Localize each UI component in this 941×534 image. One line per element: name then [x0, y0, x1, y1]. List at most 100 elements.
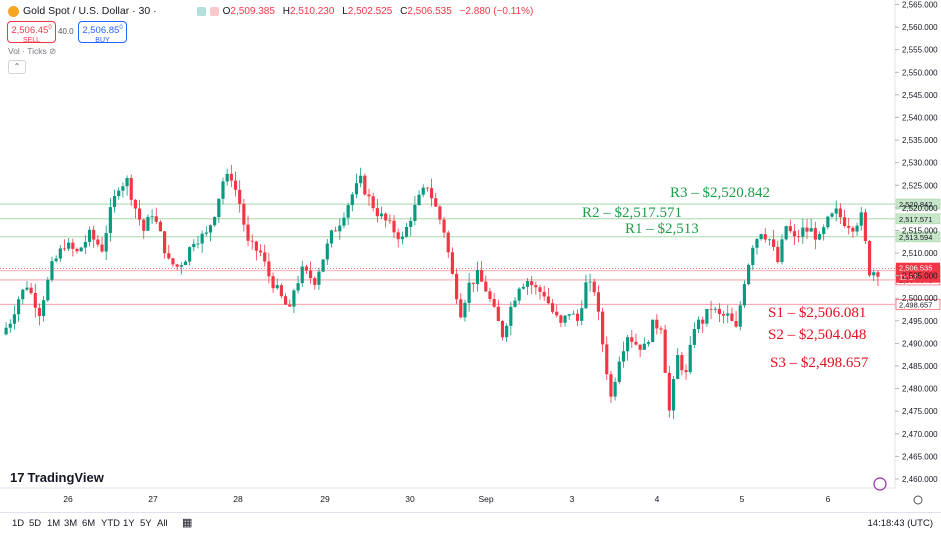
candle-body [92, 229, 96, 240]
time-axis: 26 27 28 29 30 Sep 3 4 5 6 [63, 494, 830, 504]
range-button-6m[interactable]: 6M [82, 518, 96, 529]
price-tick-label: 2,560.000 [902, 23, 938, 32]
time-tick-label: 5 [740, 494, 745, 504]
price-tick-label: 2,515.000 [902, 226, 938, 235]
candle-body [696, 319, 701, 330]
candle-body [705, 308, 709, 324]
candle-body [742, 284, 747, 306]
candle-body [46, 279, 50, 301]
price-tick-label: 2,550.000 [902, 68, 938, 77]
tv-mark-icon: 17 [10, 470, 25, 485]
candle-body [855, 225, 859, 232]
range-button-1y[interactable]: 1Y [123, 518, 135, 529]
candle-body [634, 341, 638, 345]
candle-body [104, 233, 108, 252]
candle-body [275, 285, 279, 289]
volume-indicator-label[interactable]: Vol · Ticks ⊘ [8, 46, 57, 56]
price-tick-label: 2,465.000 [902, 452, 938, 461]
candle-body [638, 344, 642, 350]
price-tick-label: 2,510.000 [902, 249, 938, 258]
clock-readout[interactable]: 14:18:43 (UTC) [867, 518, 933, 529]
candle-body [801, 227, 805, 237]
candle-body [571, 313, 575, 315]
price-tick-label: 2,495.000 [902, 317, 938, 326]
range-button-1d[interactable]: 1D [12, 518, 25, 529]
ohlc-readout: O2,509.385 H2,510.230 L2,502.525 C2,506.… [222, 5, 534, 17]
range-button-5d[interactable]: 5D [29, 518, 42, 529]
price-tick-label: 2,535.000 [902, 136, 938, 145]
candle-body [225, 173, 229, 182]
candle-body [872, 272, 876, 276]
candle-body [384, 213, 388, 221]
candle-body [817, 234, 822, 240]
candle-body [37, 307, 42, 317]
level-axis-value: 2,520.842 [899, 200, 932, 209]
candle-body [238, 189, 242, 204]
candle-body [701, 319, 705, 324]
candle-body [509, 306, 513, 326]
candle-body [254, 241, 258, 251]
candle-body [492, 299, 496, 307]
symbol-title[interactable]: Gold Spot / U.S. Dollar · 30 · [23, 5, 157, 17]
candle-body [667, 372, 671, 411]
candle-body [500, 321, 505, 338]
candle-body [8, 323, 12, 328]
price-tick-label: 2,485.000 [902, 362, 938, 371]
candle-body [167, 253, 171, 259]
time-tick-label: 29 [320, 494, 330, 504]
candle-body [121, 186, 125, 191]
candle-body [488, 291, 492, 300]
candle-body [229, 173, 233, 181]
candle-body [584, 282, 588, 309]
candle-body [221, 181, 225, 199]
price-axis: 2,460.000 2,465.000 2,470.000 2,475.000 2,48… [895, 1, 938, 484]
candle-body [163, 231, 167, 254]
candle-body [304, 266, 309, 271]
candle-body [404, 226, 409, 237]
sell-button[interactable]: 2,506.450 SELL [7, 21, 56, 44]
candle-body [242, 203, 246, 225]
candle-body [421, 187, 425, 195]
calendar-icon[interactable]: ▦ [182, 517, 193, 529]
range-button-1m[interactable]: 1M [47, 518, 61, 529]
candle-body [530, 281, 534, 286]
range-button-3m[interactable]: 3M [64, 518, 78, 529]
buy-button[interactable]: 2,506.850 BUY [78, 21, 127, 44]
candle-body [392, 220, 396, 233]
range-button-ytd[interactable]: YTD [101, 518, 120, 529]
candle-body [409, 220, 413, 227]
candle-body [346, 205, 350, 218]
candle-body [271, 276, 275, 289]
level-label-r2: R2 – $2,517.571 [582, 205, 682, 221]
candle-body [267, 261, 271, 277]
candle-body [400, 236, 404, 240]
candle-body [334, 230, 338, 232]
candle-body [450, 252, 455, 274]
candle-body [388, 220, 392, 222]
level-label-r3: R3 – $2,520.842 [670, 185, 770, 201]
candle-body [751, 247, 755, 265]
candle-body [150, 216, 154, 218]
price-tick-label: 2,525.000 [902, 181, 938, 190]
current-price-value: 2,506.535 [899, 264, 932, 273]
candle-body [279, 285, 283, 297]
candle-body [842, 217, 847, 226]
candle-body [609, 374, 613, 397]
candle-body [367, 194, 371, 197]
candle-body [258, 250, 263, 253]
price-tick-label: 2,480.000 [902, 385, 938, 394]
range-button-all[interactable]: All [157, 518, 168, 529]
range-button-5y[interactable]: 5Y [140, 518, 152, 529]
candle-body [125, 178, 129, 187]
candle-body [851, 227, 855, 232]
candle-body [129, 178, 133, 200]
current-price-tag [896, 262, 940, 283]
candle-body [363, 175, 367, 195]
candle-body [830, 213, 834, 217]
bottom-toolbar: 1D 5D 1M 3M 6M YTD 1Y 5Y All ▦ 14:18:43 (UTC) [0, 512, 941, 534]
candle-body [676, 355, 680, 379]
chevron-up-icon[interactable]: ⌃ [8, 60, 26, 74]
candle-body [630, 337, 634, 342]
eye-hidden-icon[interactable]: ⊘ [49, 46, 57, 56]
